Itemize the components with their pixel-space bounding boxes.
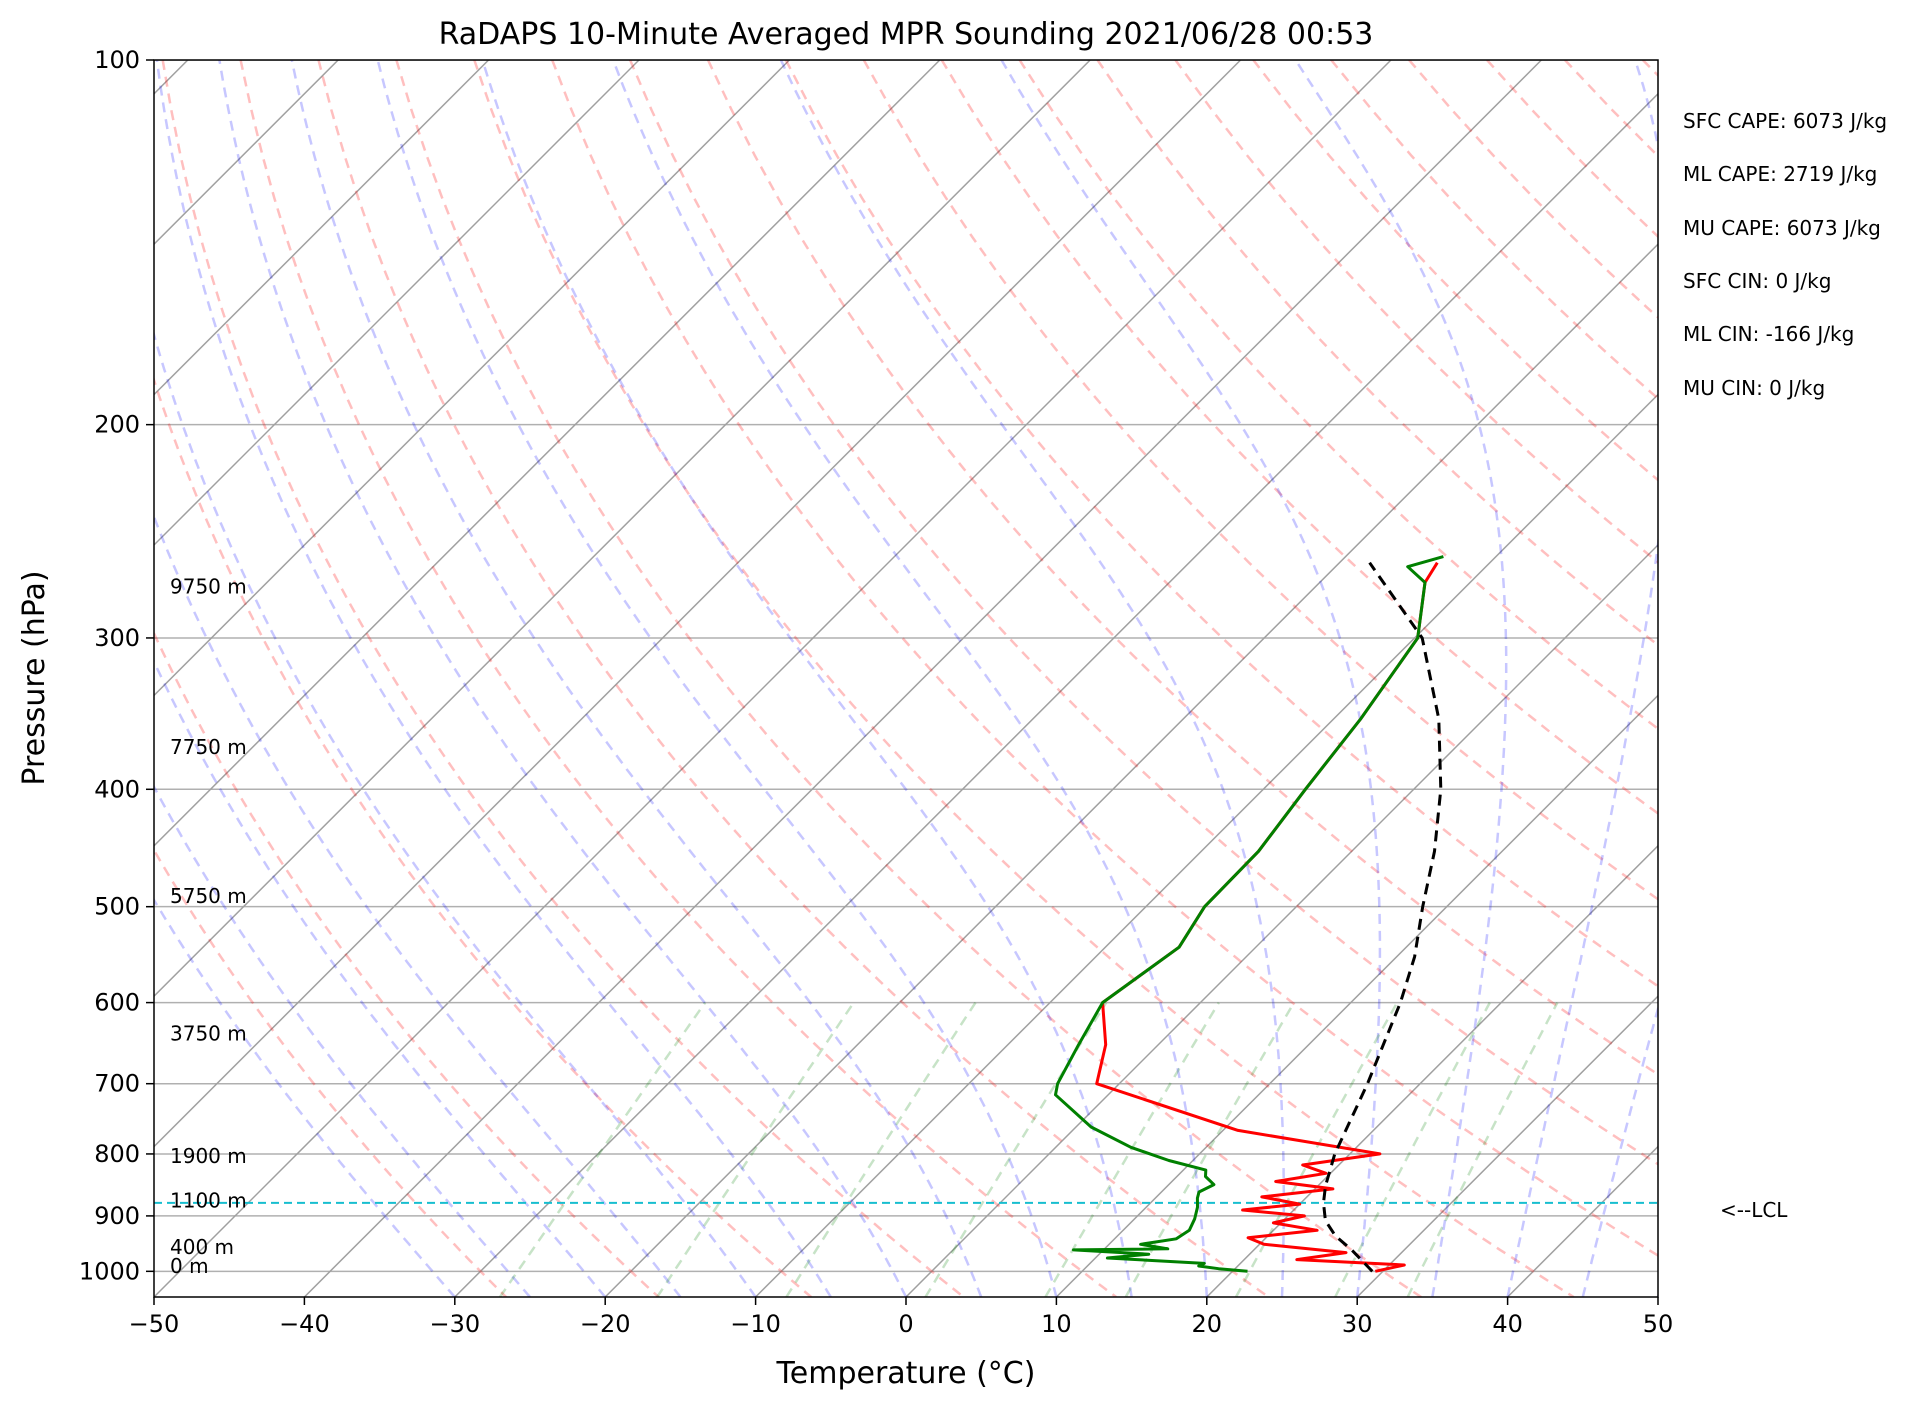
y-tick-label: 900 [94,1202,140,1230]
y-axis-label: Pressure (hPa) [17,570,52,785]
moist-adiabat-line [154,330,757,1297]
height-label: 9750 m [170,574,247,598]
mixing-ratio-line [498,1001,707,1297]
mixing-ratio-line [785,1001,977,1297]
dry-adiabat-line [862,60,1658,901]
height-label: 400 m [170,1235,234,1259]
ml-cin-index: ML CIN: -166 J/kg [1683,322,1854,346]
sfc-cin-index: SFC CIN: 0 J/kg [1683,269,1831,293]
height-label: 3750 m [170,1021,247,1045]
moist-adiabat-line [1000,60,1382,1297]
x-tick-label: 50 [1643,1310,1674,1338]
isotherm-line [1055,694,1658,1297]
height-label: 0 m [170,1254,209,1278]
mixing-ratio-line [1124,1001,1296,1297]
dry-adiabat-line [628,60,1658,1166]
dry-adiabat-line [1641,60,1658,78]
chart-title: RaDAPS 10-Minute Averaged MPR Sounding 2… [439,17,1374,52]
moist-adiabat-line [1656,1292,1658,1297]
x-tick-label: −50 [129,1310,180,1338]
mu-cin-index: MU CIN: 0 J/kg [1683,376,1825,400]
parcel-profile [1322,561,1443,1273]
mixing-ratio-line [1406,1002,1559,1297]
axes: −50 −40 −30 −20 −10 0 10 20 30 40 50 100 200 300 400 50… [79,46,1673,1338]
moist-adiabat-line [376,60,1058,1297]
sfc-cape-index: SFC CAPE: 6073 J/kg [1683,109,1887,133]
mixing-ratio-line [1334,1002,1491,1297]
moist-adiabat-line [154,658,607,1297]
mixing-ratio-line [656,1001,855,1297]
grid-layer [154,60,1658,1297]
height-label: 1100 m [170,1188,247,1212]
sounding-series [1054,555,1444,1273]
ml-cape-index: ML CAPE: 2719 J/kg [1683,162,1877,186]
moist-adiabat-line [612,60,1209,1297]
y-tick-label: 300 [94,624,140,652]
isotherm-line [454,92,1658,1297]
dewpoint-profile [1054,555,1444,1273]
stability-indices: SFC CAPE: 6073 J/kg ML CAPE: 2719 J/kg M… [1683,109,1887,400]
isotherm-line [154,60,490,396]
dry-adiabat-line [154,630,660,1297]
moist-adiabat-line [290,60,983,1297]
x-tick-label: −30 [429,1310,480,1338]
x-axis-label: Temperature (°C) [776,1356,1036,1391]
y-tick-label: 700 [94,1070,140,1098]
height-label: 1900 m [170,1144,247,1168]
y-tick-label: 500 [94,893,140,921]
isotherm-line [154,60,640,547]
moist-adiabat-line [481,60,1133,1297]
mu-cape-index: MU CAPE: 6073 J/kg [1683,216,1881,240]
moist-adiabat-line [779,60,1286,1297]
dry-adiabat-line [161,60,965,1297]
isotherm-line [755,393,1658,1297]
dry-adiabat-line [1721,60,1925,1297]
x-tick-label: −40 [279,1310,330,1338]
lcl-label: <--LCL [1720,1198,1788,1222]
isotherm-line [154,60,1091,998]
dry-adiabat-line [706,60,1658,1076]
x-tick-label: 30 [1342,1310,1373,1338]
y-tick-label: 400 [94,775,140,803]
moist-adiabat-line [1581,1003,1658,1297]
y-tick-label: 200 [94,411,140,439]
moist-adiabat-line [155,60,832,1297]
height-label: 5750 m [170,884,247,908]
y-tick-label: 800 [94,1140,140,1168]
isotherm-line [1356,995,1658,1297]
moist-adiabat-line [154,513,682,1297]
isotherm-line [604,243,1658,1297]
moist-adiabat-line [218,60,908,1297]
y-tick-label: 600 [94,989,140,1017]
isotherm-line [154,60,790,697]
dry-adiabat-line [551,60,1658,1258]
isotherm-line [1206,844,1658,1297]
isotherm-line [154,60,1242,1148]
y-tick-label: 1000 [79,1257,140,1285]
isotherm-line [1657,1295,1658,1297]
isotherm-line [303,60,1542,1297]
dry-adiabat-line [317,60,1270,1297]
x-tick-label: 10 [1041,1310,1072,1338]
dry-adiabat-line [239,60,1117,1297]
isotherm-line [154,60,1392,1297]
y-tick-label: 100 [94,46,140,74]
dry-adiabat-line [154,847,507,1297]
height-label: 7750 m [170,735,247,759]
isotherm-line [154,60,941,847]
moist-adiabat-line [1294,60,1508,1297]
moist-adiabat-line [1506,60,1658,1297]
x-tick-label: −10 [730,1310,781,1338]
x-tick-label: 0 [898,1310,913,1338]
mixing-ratio-line [1234,1001,1399,1297]
dry-adiabat-line [784,60,1658,988]
isotherm-line [905,543,1658,1297]
plot-background [154,60,1658,1297]
x-tick-label: −20 [580,1310,631,1338]
x-tick-label: 40 [1492,1310,1523,1338]
dry-adiabat-line [154,376,813,1297]
x-tick-label: 20 [1192,1310,1223,1338]
